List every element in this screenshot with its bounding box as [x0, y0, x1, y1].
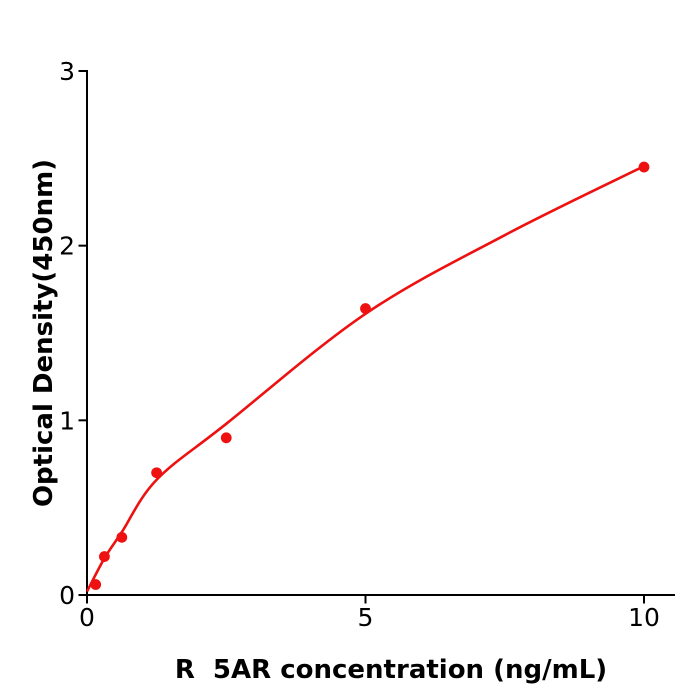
x-tick-label: 0 [79, 603, 95, 632]
x-tick-label: 5 [358, 603, 374, 632]
x-tick-label: 10 [628, 603, 660, 632]
axes: 0 1 2 3 0 5 10 [59, 57, 675, 632]
axis-spines [86, 70, 675, 596]
data-point [90, 579, 102, 590]
y-tick-label: 0 [59, 581, 75, 610]
fit-curve-line [85, 165, 645, 593]
y-tick-label: 2 [59, 232, 75, 261]
data-point [360, 303, 371, 314]
data-point [220, 432, 232, 444]
data-points [90, 161, 650, 590]
data-point [638, 161, 650, 173]
data-point [151, 467, 163, 479]
y-axis-label: Optical Density(450nm) [29, 159, 59, 507]
y-tick-label: 3 [59, 57, 75, 86]
y-tick-label: 1 [59, 406, 75, 435]
x-axis-label: R 5AR concentration (ng/mL) [175, 655, 607, 685]
data-point [99, 551, 110, 562]
data-point [116, 531, 128, 543]
